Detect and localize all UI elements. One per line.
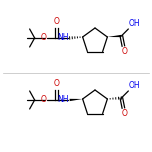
Text: O: O: [40, 33, 46, 42]
Text: OH: OH: [129, 19, 140, 28]
Polygon shape: [70, 99, 83, 101]
Text: O: O: [121, 109, 127, 118]
Text: O: O: [54, 17, 60, 26]
Text: OH: OH: [129, 81, 140, 90]
Polygon shape: [107, 35, 121, 37]
Text: NH: NH: [57, 33, 69, 42]
Text: NH: NH: [57, 95, 69, 104]
Text: O: O: [121, 47, 127, 57]
Text: O: O: [40, 95, 46, 104]
Text: O: O: [54, 79, 60, 88]
